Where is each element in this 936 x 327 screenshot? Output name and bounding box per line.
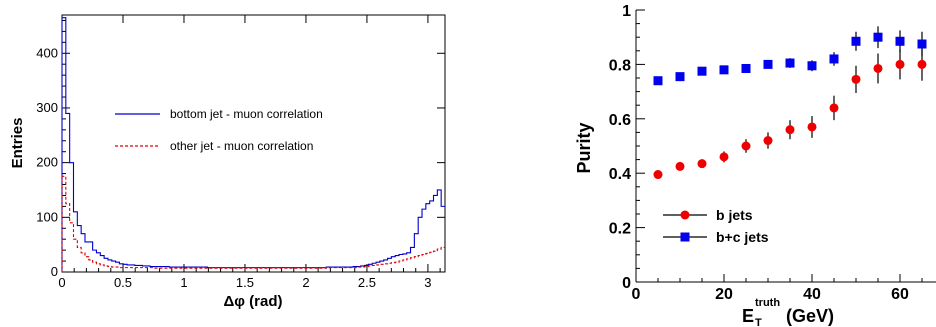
histogram-xtick-label: 1.5 [236,275,254,290]
histogram-xtick-label: 0 [58,275,65,290]
legend-label-bc-jets: b+c jets [716,229,769,245]
bc-jets-point [742,64,751,73]
b-jets-point [852,75,861,84]
bc-jets-point [676,72,685,81]
bc-jets-point [852,37,861,46]
purity-xtick-label: 40 [803,286,821,303]
purity-xlabel-sub: T [755,317,762,327]
bc-jets-point [874,33,883,42]
bc-jets-point [698,67,707,76]
histogram-xtick-label: 3 [424,275,431,290]
legend-marker-b-jets [681,211,690,220]
b-jets-point [764,136,773,145]
histogram-legend: bottom jet - muon correlation other jet … [115,107,323,153]
b-jets-point [918,60,927,69]
purity-xtick-label: 0 [632,286,641,303]
purity-ylabel: Purity [574,122,594,173]
purity-ytick-label: 0.2 [609,221,631,238]
histogram-ylabel: Entries [9,118,26,169]
b-jets-point [786,125,795,134]
bc-jets-point [808,61,817,70]
bc-jets-point [830,54,839,63]
legend-label-b-jets: b jets [716,207,753,223]
bc-jets-point [786,59,795,68]
b-jets-point [874,64,883,73]
histogram-xtick-label: 1 [180,275,187,290]
histogram-ytick-label: 0 [51,264,58,279]
series-other-jet-line [62,176,445,272]
b-jets-point [720,152,729,161]
histogram-xtick-label: 2.5 [358,275,376,290]
histogram-xtick-label: 0.5 [114,275,132,290]
purity-ytick-label: 0 [622,275,631,292]
histogram-ytick-label: 300 [36,100,58,115]
purity-ticks: 0 20 40 60 0 0.2 0.4 0.6 0.8 1 [609,3,922,303]
histogram-xtick-label: 2 [302,275,309,290]
bc-jets-point [654,76,663,85]
bc-jets-point [720,65,729,74]
histogram-chart: Entries Δφ (rad) 0 0.5 1 1.5 2 2.5 3 0 100 200 300… [9,15,445,310]
bc-jets-point [764,60,773,69]
legend-marker-bc-jets [681,233,690,242]
purity-ytick-label: 0.6 [609,112,631,129]
histogram-ytick-label: 100 [36,209,58,224]
b-jets-point [742,142,751,151]
bc-jets-point [918,40,927,49]
purity-xlabel-main: E [742,306,754,326]
b-jets-point [698,159,707,168]
purity-chart: Purity E truth T (GeV) 0 20 40 60 0 0.2 0.4 0.6… [574,3,936,327]
histogram-ytick-label: 200 [36,155,58,170]
purity-legend: b jets b+c jets [663,207,769,245]
purity-xlabel-unit: (GeV) [786,306,834,326]
histogram-ytick-label: 400 [36,45,58,60]
purity-series [654,26,927,179]
b-jets-point [896,60,905,69]
purity-ytick-label: 0.8 [609,57,631,74]
b-jets-point [808,122,817,131]
b-jets-point [830,103,839,112]
legend-label-other-jet: other jet - muon correlation [170,139,313,153]
histogram-xlabel: Δφ (rad) [223,293,282,310]
purity-ytick-label: 0.4 [609,166,631,183]
b-jets-point [654,170,663,179]
legend-label-bottom-jet: bottom jet - muon correlation [170,107,323,121]
purity-xtick-label: 20 [715,286,733,303]
purity-xtick-label: 60 [891,286,909,303]
b-jets-point [676,162,685,171]
bc-jets-point [896,37,905,46]
purity-xlabel-sup: truth [755,297,780,309]
purity-ytick-label: 1 [622,3,631,20]
